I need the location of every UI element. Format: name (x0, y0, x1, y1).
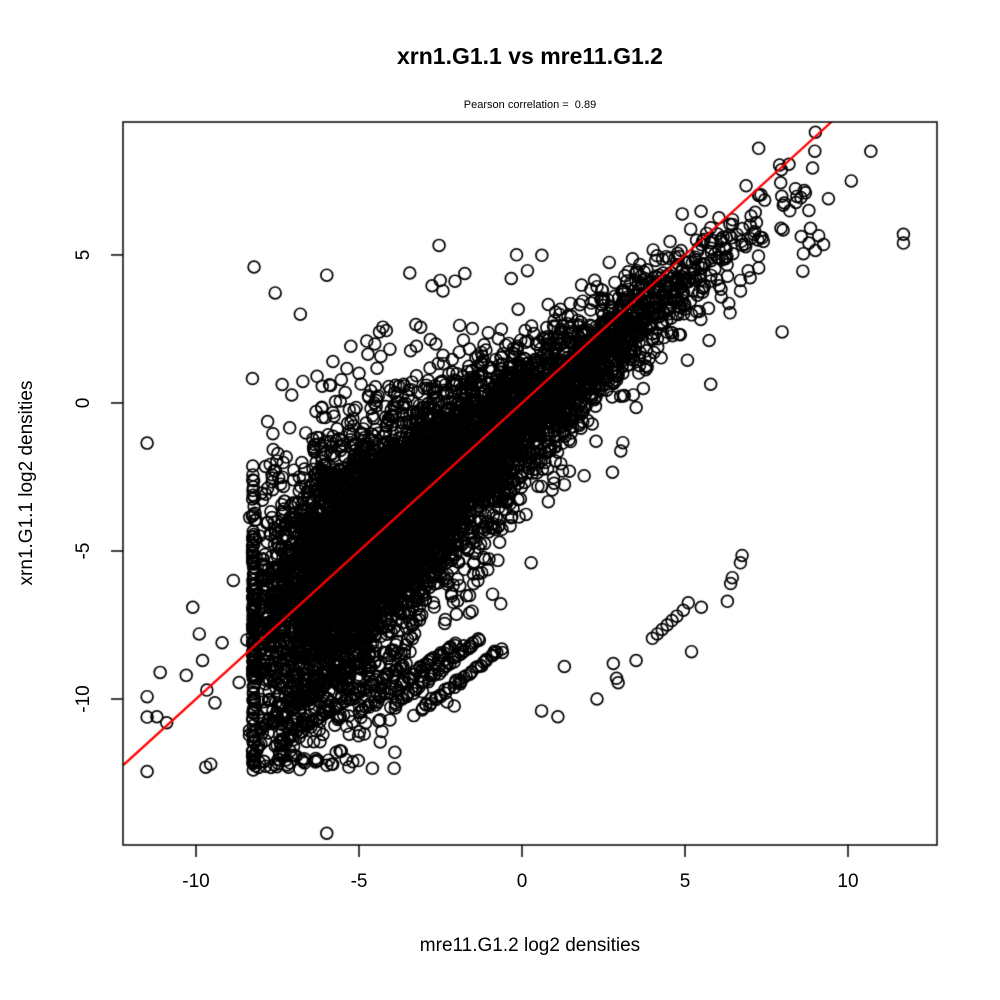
y-tick-label: -5 (73, 542, 94, 560)
x-axis-label: mre11.G1.2 log2 densities (419, 935, 641, 956)
x-tick-label: -10 (182, 871, 210, 892)
chart-title: xrn1.G1.1 vs mre11.G1.2 (397, 43, 663, 69)
y-axis-label: xrn1.G1.1 log2 densities (16, 380, 37, 586)
y-tick-label: -10 (73, 685, 94, 713)
chart-subtitle: Pearson correlation = 0.89 (463, 99, 597, 111)
y-tick-label: 0 (73, 397, 94, 409)
x-tick-label: 0 (516, 871, 528, 892)
x-tick-label: -5 (350, 871, 368, 892)
y-tick-label: 5 (73, 249, 94, 261)
x-tick-label: 10 (837, 871, 859, 892)
x-tick-label: 5 (679, 871, 691, 892)
